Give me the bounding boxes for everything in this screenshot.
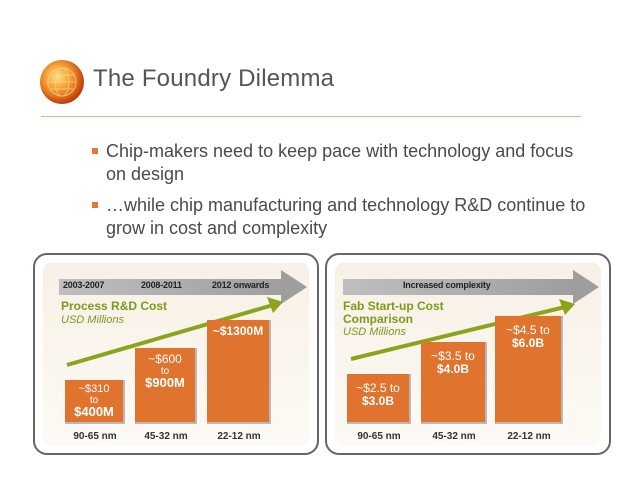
bar-value: to [160, 366, 170, 377]
bar-value: ~$2.5 to [356, 381, 400, 395]
chart-title: Fab Start-up Cost [343, 299, 444, 313]
bar-value: ~$310 [78, 383, 110, 395]
x-axis-label: 22-12 nm [217, 431, 261, 442]
bar-45-32nm: ~$3.5 to $4.0B [421, 342, 487, 424]
timeline-label: 2008-2011 [141, 280, 182, 290]
bar-value: ~$1300M [212, 324, 264, 338]
bar-value: $900M [145, 375, 185, 390]
bullet-list: Chip-makers need to keep pace with techn… [92, 140, 592, 248]
bar-90-65nm: ~$310 to $400M [65, 380, 125, 424]
bullet-square-icon [92, 202, 98, 208]
bar-value: $3.0B [361, 394, 395, 408]
timeline-arrow-icon [281, 270, 307, 304]
chart-subtitle: USD Millions [61, 314, 124, 326]
bar-value: ~$600 [148, 352, 182, 366]
bullet-text: Chip-makers need to keep pace with techn… [106, 141, 574, 184]
fab-cost-panel: Increased complexity Fab Start-up Cost C… [325, 253, 611, 455]
timeline-label: 2003-2007 [63, 280, 105, 290]
bar-45-32nm: ~$600 to $900M [135, 348, 197, 424]
page-title: The Foundry Dilemma [93, 65, 335, 92]
rd-cost-panel: 2003-2007 2008-2011 2012 onwards Process… [33, 253, 319, 455]
bar-value: ~$4.5 to [506, 323, 550, 337]
trend-arrow-icon [66, 297, 283, 367]
timeline-band [59, 279, 283, 295]
chart-title: Comparison [343, 312, 414, 326]
bar-value: $4.0B [436, 362, 470, 376]
bullet-item: …while chip manufacturing and technology… [92, 194, 592, 240]
bar-22-12nm: ~$4.5 to $6.0B [495, 316, 563, 424]
bullet-square-icon [92, 148, 98, 154]
complexity-label: Increased complexity [403, 280, 491, 290]
x-axis-label: 90-65 nm [73, 431, 117, 442]
x-axis-label: 90-65 nm [357, 431, 401, 442]
slide-header: The Foundry Dilemma [40, 55, 600, 117]
x-axis-label: 45-32 nm [432, 431, 476, 442]
chart-title: Process R&D Cost [61, 299, 168, 313]
globe-logo-icon [40, 60, 84, 104]
x-axis-label: 22-12 nm [507, 431, 551, 442]
x-axis-label: 45-32 nm [144, 431, 188, 442]
bar-value: to [89, 395, 99, 406]
bullet-item: Chip-makers need to keep pace with techn… [92, 140, 592, 186]
bar-22-12nm: ~$1300M [207, 320, 271, 424]
bar-value: ~$3.5 to [431, 349, 475, 363]
title-divider [41, 116, 581, 117]
complexity-arrow-icon [573, 270, 599, 304]
bullet-text: …while chip manufacturing and technology… [106, 195, 586, 238]
bar-90-65nm: ~$2.5 to $3.0B [347, 374, 411, 424]
chart-subtitle: USD Millions [343, 326, 406, 338]
trend-arrow-icon [350, 299, 575, 361]
complexity-band [343, 279, 575, 295]
bar-value: $6.0B [511, 336, 545, 350]
timeline-label: 2012 onwards [212, 280, 270, 290]
bar-value: $400M [74, 404, 114, 419]
